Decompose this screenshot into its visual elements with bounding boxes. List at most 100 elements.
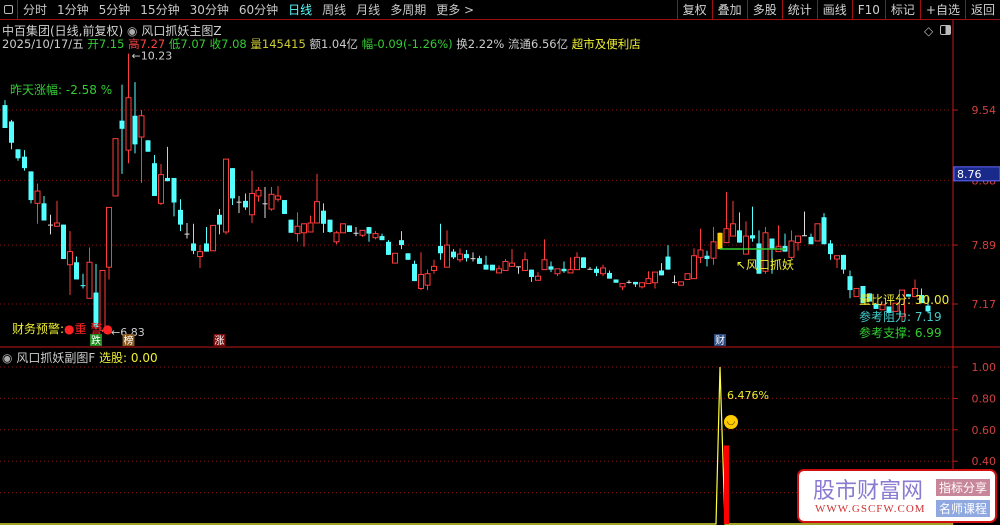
candle-body: [392, 252, 398, 264]
finance-warning-value: 重 警: [74, 322, 103, 336]
candle-body: [867, 293, 872, 302]
volume-label: 量: [250, 37, 262, 51]
toolbar-button[interactable]: 复权: [676, 0, 712, 20]
max-price-label: ←10.23: [132, 50, 173, 63]
toolbar-button[interactable]: 叠加: [711, 0, 747, 20]
candle-body: [184, 233, 190, 235]
window-toggle-icon[interactable]: [0, 0, 18, 20]
event-marker-bg: [714, 334, 726, 346]
candle-body: [723, 228, 730, 244]
float-value: 流通6.56亿: [508, 37, 569, 51]
candle-body: [268, 193, 275, 210]
candle-body: [516, 266, 521, 268]
stock-title: 中百集团(日线,前复权) ◉ 风口抓妖主图Z: [2, 22, 222, 39]
candle-body: [28, 171, 34, 201]
candle-body: [138, 115, 145, 138]
candle-body: [282, 200, 287, 214]
volume-value: 145415: [261, 37, 306, 51]
period-tab[interactable]: 更多 >: [436, 3, 475, 17]
candle-body: [61, 224, 66, 259]
sub-y-tick-label: 0.80: [972, 392, 997, 405]
candle-body: [619, 283, 626, 288]
sub-chart-title: ◉ 风口抓妖副图F 选股: 0.00: [2, 349, 158, 366]
candle-body: [756, 243, 762, 274]
candle-body: [652, 271, 658, 284]
candle-body: [853, 287, 860, 298]
candle-body: [925, 305, 931, 312]
candle-body: [171, 177, 177, 203]
candle-body: [639, 282, 645, 288]
period-tab[interactable]: 15分钟: [140, 3, 180, 17]
toolbar-button[interactable]: 返回: [964, 0, 1000, 20]
sector-link[interactable]: 超市及便利店: [571, 37, 641, 51]
sub-y-tick-label: 1.00: [972, 361, 997, 374]
candle-body: [321, 210, 326, 224]
candle-body: [438, 245, 443, 254]
sub-indicator-name[interactable]: 风口抓妖副图F: [16, 351, 96, 365]
y-tick-label: 7.89: [972, 239, 997, 252]
watermark-url: WWW.GSCFW.COM: [815, 503, 926, 515]
toolbar-button[interactable]: 统计: [781, 0, 817, 20]
candle-body: [717, 232, 723, 250]
candle-body: [327, 219, 333, 232]
candle-body: [847, 276, 853, 291]
sub-y-tick-label: 0.60: [972, 424, 997, 437]
candle-body: [841, 254, 846, 270]
collapse-icon[interactable]: ◉: [127, 24, 138, 38]
period-tab[interactable]: 60分钟: [238, 3, 279, 17]
candle-body: [737, 230, 742, 243]
candle-body: [223, 158, 229, 233]
period-tab[interactable]: 5分钟: [98, 3, 131, 17]
toolbar-button[interactable]: 标记: [884, 0, 920, 20]
current-price-box: [953, 166, 1000, 182]
candle-body: [307, 222, 314, 233]
event-marker-bg: [213, 334, 226, 346]
period-tab[interactable]: 1分钟: [57, 3, 89, 17]
warning-dot-icon: ●: [64, 322, 75, 336]
candle-body: [750, 235, 755, 239]
event-marker-bg: [122, 334, 135, 346]
candle-body: [899, 289, 905, 317]
candle-body: [249, 192, 255, 216]
candle-body: [431, 265, 437, 271]
candle-body: [879, 304, 886, 311]
panel-toggle-icon[interactable]: [940, 25, 951, 35]
candle-body: [204, 243, 209, 252]
candle-body: [535, 275, 541, 281]
candle-body: [769, 238, 775, 249]
candle-body: [86, 261, 93, 299]
period-tab[interactable]: 多周期: [390, 3, 427, 17]
candle-body: [607, 272, 612, 279]
period-tab[interactable]: 日线: [288, 3, 313, 17]
candle-body: [412, 263, 417, 282]
diamond-icon[interactable]: ◇: [924, 24, 934, 38]
pick-value: 0.00: [130, 351, 158, 365]
main-indicator-name[interactable]: 风口抓妖主图Z: [141, 24, 222, 38]
quote-line: 2025/10/17/五 开7.15 高7.27 低7.07 收7.08 量14…: [2, 36, 641, 52]
toolbar-button[interactable]: F10: [851, 0, 885, 20]
candle-body: [399, 240, 404, 246]
period-tab[interactable]: 30分钟: [189, 3, 229, 17]
candle-body: [54, 222, 60, 227]
candle-body: [672, 281, 677, 283]
volume-ratio-score: 量比评分: 30.00: [859, 293, 950, 307]
period-tab[interactable]: 周线: [322, 3, 347, 17]
change-value: -0.09(-1.26%): [373, 37, 453, 51]
period-tab[interactable]: 月线: [356, 3, 381, 17]
candle-body: [243, 200, 248, 208]
collapse-icon[interactable]: ◉: [2, 351, 13, 365]
toolbar-button[interactable]: 多股: [746, 0, 782, 20]
period-tab[interactable]: 分时: [23, 3, 48, 17]
candle-body: [145, 140, 151, 152]
candle-body: [802, 235, 807, 237]
candle-body: [106, 206, 112, 268]
candle-body: [697, 249, 704, 258]
toolbar-button[interactable]: 画线: [816, 0, 852, 20]
candle-body: [600, 267, 606, 275]
candle-body: [886, 306, 892, 314]
candle-body: [15, 149, 21, 159]
candle-body: [502, 260, 509, 271]
candle-body: [814, 223, 821, 242]
toolbar-button[interactable]: +自选: [919, 0, 965, 20]
